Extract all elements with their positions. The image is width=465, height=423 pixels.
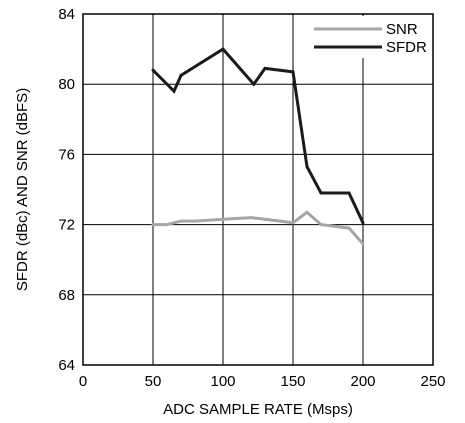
plot-frame: [82, 13, 434, 366]
data-point-snr: [193, 219, 197, 223]
data-point-snr: [179, 219, 183, 223]
y-tick-label: 76: [58, 146, 75, 163]
y-tick-label: 68: [58, 287, 75, 304]
x-tick-label: 250: [420, 373, 445, 390]
x-tick-label: 200: [350, 373, 375, 390]
data-point-sfdr: [361, 221, 365, 225]
y-tick-label: 64: [58, 357, 75, 374]
data-point-sfdr: [319, 191, 323, 195]
y-tick-label: 80: [58, 76, 75, 93]
data-point-sfdr: [263, 66, 267, 70]
data-point-snr: [347, 226, 351, 230]
data-point-snr: [165, 223, 169, 227]
data-point-snr: [249, 216, 253, 220]
y-tick-label: 72: [58, 217, 75, 234]
data-point-sfdr: [305, 165, 309, 169]
series-line-snr: [153, 210, 365, 245]
legend-background: [310, 16, 431, 58]
data-point-sfdr: [347, 191, 351, 195]
data-point-sfdr: [291, 70, 295, 74]
ticks: 0 50 100 150 200 250 64 68 72 76 80 84: [58, 6, 445, 390]
series-layer: [151, 47, 365, 246]
data-point-snr: [221, 217, 225, 221]
data-point-snr: [319, 223, 323, 227]
data-point-snr: [151, 223, 155, 227]
data-point-sfdr: [221, 47, 225, 51]
x-tick-label: 150: [280, 373, 305, 390]
x-axis-title: ADC SAMPLE RATE (Msps): [163, 401, 353, 418]
x-tick-label: 50: [145, 373, 162, 390]
legend-label-sfdr: SFDR: [386, 39, 427, 56]
data-point-sfdr: [252, 82, 256, 86]
x-tick-label: 0: [79, 373, 87, 390]
series-line-sfdr: [151, 47, 365, 224]
y-axis-title: SFDR (dBc) AND SNR (dBFS): [14, 88, 31, 291]
y-tick-label: 84: [58, 6, 75, 23]
grid: [83, 14, 433, 365]
legend: SNR SFDR: [310, 16, 431, 58]
data-point-sfdr: [151, 68, 155, 72]
data-point-snr: [305, 210, 309, 214]
data-point-snr: [361, 242, 365, 246]
data-point-snr: [263, 217, 267, 221]
x-tick-label: 100: [210, 373, 235, 390]
data-point-snr: [291, 221, 295, 225]
data-point-sfdr: [172, 89, 176, 93]
data-point-sfdr: [179, 73, 183, 77]
legend-label-snr: SNR: [386, 21, 418, 38]
